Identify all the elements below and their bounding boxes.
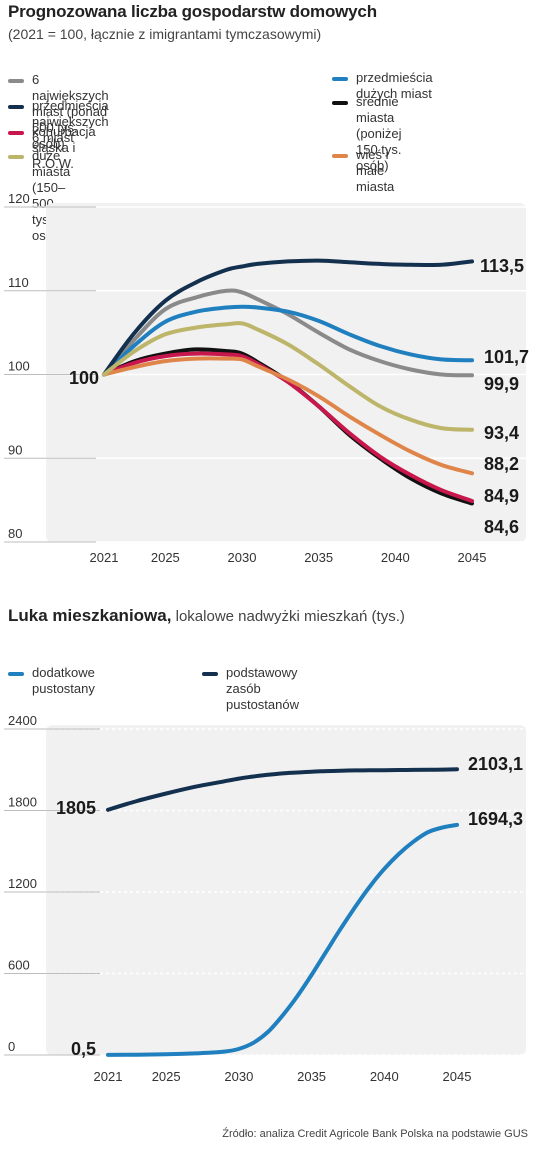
chart1-x-tick-label: 2045: [458, 550, 487, 565]
chart1-x-tick-label: 2035: [304, 550, 333, 565]
chart2-series-line-dodatkowe-pustostany: [106, 822, 459, 1057]
chart2-y-tick-label: 600: [8, 958, 30, 973]
chart2-title-rest: lokalowe nadwyżki mieszkań (tys.): [171, 608, 405, 625]
source-note: Źródło: analiza Credit Agricole Bank Pol…: [222, 1128, 528, 1140]
legend-swatch: [8, 131, 24, 135]
chart1-data-label: 84,6: [484, 517, 519, 537]
legend-swatch: [8, 105, 24, 109]
legend-swatch: [8, 79, 24, 83]
chart1-y-tick-label: 90: [8, 442, 22, 457]
chart1-x-tick-label: 2021: [90, 550, 119, 565]
chart2-data-label: 2103,1: [468, 754, 523, 774]
legend-label: przedmieścia dużych miast: [356, 70, 433, 101]
chart1-y-tick-label: 120: [8, 191, 30, 206]
chart2-data-label: 1694,3: [468, 809, 523, 829]
chart1-subtitle: (2021 = 100, łącznie z imigrantami tymcz…: [8, 26, 322, 42]
chart2-x-tick-label: 2040: [370, 1069, 399, 1084]
chart1-series-line-przedmies-cia-duz-ych-miast: [102, 304, 474, 377]
chart2-x-tick-label: 2021: [94, 1069, 123, 1084]
chart2-x-tick-label: 2025: [152, 1069, 181, 1084]
chart1-data-label: 84,9: [484, 486, 519, 506]
chart2-x-tick-label: 2030: [224, 1069, 253, 1084]
chart2-x-tick-label: 2035: [297, 1069, 326, 1084]
chart2-series-line-podstawowy-zaso-b-pustostano-w: [106, 767, 459, 812]
chart2-data-label: 0,5: [71, 1039, 96, 1059]
legend-swatch: [332, 101, 348, 105]
chart1-x-tick-label: 2040: [381, 550, 410, 565]
chart2-title: Luka mieszkaniowa, lokalowe nadwyżki mie…: [8, 606, 405, 626]
legend-swatch: [202, 672, 218, 676]
chart2-x-tick-label: 2045: [443, 1069, 472, 1084]
chart1-data-label: 113,5: [480, 256, 524, 276]
chart1-series-line-duz-e-miasta-150-500-tys-oso-b: [102, 321, 474, 432]
chart1-series-line-6-najwie-kszych-miast-ponad-500-tys-oso-b: [102, 288, 474, 378]
chart1-title: Prognozowana liczba gospodarstw domowych: [8, 2, 377, 21]
chart1-y-tick-label: 80: [8, 526, 22, 541]
chart2-plot-background: [46, 725, 526, 1055]
chart2-y-tick-label: 2400: [8, 713, 37, 728]
legend-label: przedmieścia największych 6 miast: [32, 98, 109, 145]
legend-label: podstawowy zasób pustostanów: [226, 665, 299, 712]
chart1-plot: 80 90 100 110 120 2021 2025 2030 2035 2040 2045 100…: [4, 191, 529, 565]
legend-swatch: [8, 155, 24, 159]
chart1-y-tick-label: 100: [8, 359, 30, 374]
chart1-data-label: 100: [69, 368, 99, 388]
chart2-y-tick-label: 1200: [8, 876, 37, 891]
legend-label: średnie miasta (poniżej 150 tys. osób): [356, 94, 402, 173]
legend-label: 6 największych miast (ponad 500 tys. osó…: [32, 72, 109, 151]
chart1-y-tick-label: 110: [8, 275, 29, 290]
chart1-series-line-przedmies-cia-najwie-kszych-6-miast: [102, 258, 474, 377]
chart2-data-label: 1805: [56, 798, 96, 818]
chart1-x-tick-label: 2025: [151, 550, 180, 565]
chart1-plot-background: [46, 203, 526, 542]
chart1-data-label: 99,9: [484, 374, 519, 394]
legend-label: wieś i małe miasta: [356, 147, 395, 194]
chart2-y-tick-label: 0: [8, 1039, 15, 1054]
legend-swatch: [332, 154, 348, 158]
chart1-data-label: 88,2: [484, 454, 519, 474]
chart2-plot: 0 600 1200 1800 2400 2021 2025 2030 2035 2040 2045…: [4, 713, 526, 1084]
legend-swatch: [8, 672, 24, 676]
chart1-series-line-wies-i-ma-e-miasta: [102, 356, 474, 476]
chart1-data-label: 101,7: [484, 347, 529, 367]
legend-swatch: [332, 77, 348, 81]
chart1-x-tick-label: 2030: [228, 550, 257, 565]
chart2-y-tick-label: 1800: [8, 795, 37, 810]
legend-label: dodatkowe pustostany: [32, 665, 95, 696]
chart1-data-label: 93,4: [484, 423, 519, 443]
chart2-title-bold: Luka mieszkaniowa,: [8, 606, 172, 625]
legend-label: konurbacja śląska i R.O.W.: [32, 124, 96, 171]
